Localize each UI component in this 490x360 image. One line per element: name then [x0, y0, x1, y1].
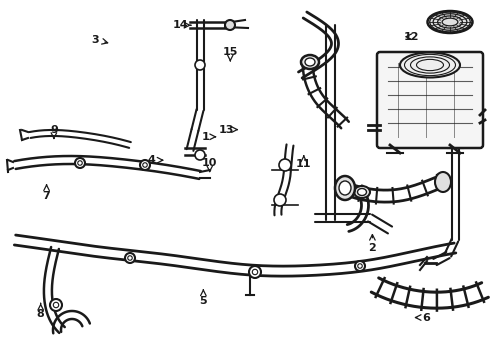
Ellipse shape: [354, 186, 370, 198]
Circle shape: [78, 161, 82, 165]
Circle shape: [252, 269, 258, 275]
Ellipse shape: [335, 176, 355, 200]
Circle shape: [195, 60, 205, 70]
Text: 3: 3: [92, 35, 108, 45]
Ellipse shape: [339, 181, 351, 195]
Circle shape: [195, 150, 205, 160]
Circle shape: [53, 302, 59, 308]
Ellipse shape: [435, 172, 451, 192]
Ellipse shape: [427, 11, 472, 33]
Circle shape: [140, 160, 150, 170]
Circle shape: [249, 266, 261, 278]
Text: 15: 15: [222, 47, 238, 60]
Text: 6: 6: [416, 312, 430, 323]
Circle shape: [358, 264, 362, 268]
Text: 10: 10: [202, 158, 218, 171]
Ellipse shape: [305, 58, 315, 66]
Ellipse shape: [301, 55, 319, 69]
Circle shape: [355, 261, 365, 271]
Text: 14: 14: [172, 20, 191, 30]
Circle shape: [75, 158, 85, 168]
Circle shape: [125, 253, 135, 263]
Text: 13: 13: [219, 125, 238, 135]
Circle shape: [143, 163, 147, 167]
Text: 9: 9: [50, 125, 58, 139]
Text: 5: 5: [199, 290, 207, 306]
Circle shape: [50, 299, 62, 311]
Text: 4: 4: [148, 155, 163, 165]
Ellipse shape: [400, 53, 460, 77]
Text: 7: 7: [43, 185, 50, 201]
FancyBboxPatch shape: [377, 52, 483, 148]
Text: 8: 8: [37, 303, 45, 319]
Circle shape: [274, 194, 286, 206]
Text: 1: 1: [202, 132, 216, 142]
Text: 2: 2: [368, 235, 376, 253]
Circle shape: [279, 159, 291, 171]
Circle shape: [225, 20, 235, 30]
Circle shape: [128, 256, 132, 260]
Text: 12: 12: [404, 32, 419, 42]
Text: 11: 11: [296, 156, 312, 169]
Ellipse shape: [358, 189, 367, 195]
